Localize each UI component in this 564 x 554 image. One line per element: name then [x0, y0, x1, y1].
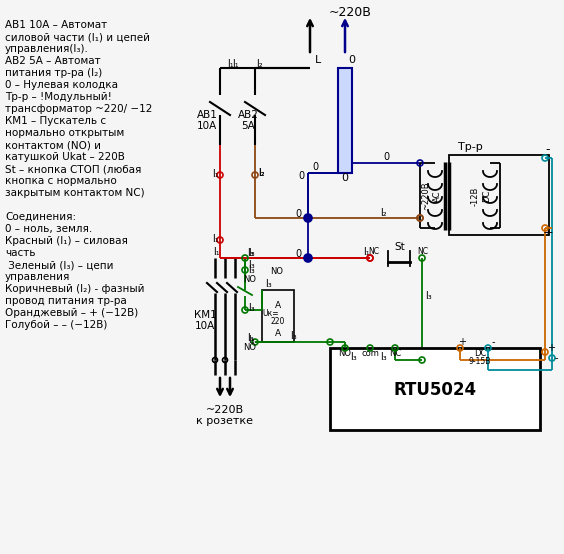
- Text: +: +: [547, 343, 555, 353]
- Text: l₃: l₃: [248, 248, 255, 258]
- Text: l₃: l₃: [290, 331, 297, 341]
- Text: AB1: AB1: [197, 110, 218, 120]
- Text: контактом (NO) и: контактом (NO) и: [5, 140, 101, 150]
- Text: l₁: l₁: [232, 59, 239, 69]
- Text: нормально открытым: нормально открытым: [5, 128, 124, 138]
- Text: Зеленый (l₃) – цепи: Зеленый (l₃) – цепи: [5, 260, 113, 270]
- Bar: [338, 68, 352, 173]
- Text: 0: 0: [312, 162, 318, 172]
- Text: NC: NC: [389, 348, 401, 357]
- Text: 5A: 5A: [241, 121, 255, 131]
- Text: NO: NO: [243, 343, 256, 352]
- Text: l₁: l₁: [213, 247, 219, 257]
- Text: управления: управления: [5, 272, 70, 282]
- Text: 0: 0: [348, 55, 355, 65]
- Text: -12В: -12В: [470, 186, 479, 206]
- Text: l₃: l₃: [248, 265, 255, 275]
- Text: NO: NO: [243, 275, 256, 285]
- Text: +: +: [543, 225, 553, 239]
- Text: +: +: [458, 337, 466, 347]
- Text: -: -: [546, 143, 550, 156]
- Text: 0: 0: [341, 173, 349, 183]
- Text: закрытым контактом NC): закрытым контактом NC): [5, 188, 144, 198]
- Text: 0 – Нулевая колодка: 0 – Нулевая колодка: [5, 80, 118, 90]
- Text: AB1 10A – Автомат: AB1 10A – Автомат: [5, 20, 107, 30]
- Bar: [330, 348, 540, 430]
- Text: ~220В: ~220В: [329, 6, 372, 18]
- Text: l₁: l₁: [227, 59, 233, 69]
- Text: кнопка с нормально: кнопка с нормально: [5, 176, 117, 186]
- Text: -: -: [492, 337, 496, 347]
- Text: l₃: l₃: [380, 352, 387, 362]
- Text: NO: NO: [270, 268, 283, 276]
- Text: NC: NC: [417, 248, 428, 257]
- Text: КМ1 – Пускатель с: КМ1 – Пускатель с: [5, 116, 106, 126]
- Text: l₂: l₂: [258, 168, 265, 178]
- Text: l₃: l₃: [248, 303, 255, 313]
- Text: l₃: l₃: [248, 335, 255, 345]
- Text: l₁: l₁: [363, 247, 369, 257]
- Text: l₃: l₃: [265, 279, 272, 289]
- Text: L: L: [315, 55, 321, 65]
- Text: l₃: l₃: [247, 248, 254, 258]
- Text: Тр-р – !Модульный!: Тр-р – !Модульный!: [5, 92, 112, 102]
- Text: ~220В: ~220В: [206, 405, 244, 415]
- Text: l₁: l₁: [212, 234, 219, 244]
- Text: Оранджевый – + (−12В): Оранджевый – + (−12В): [5, 308, 138, 318]
- Text: St – кнопка СТОП (любая: St – кнопка СТОП (любая: [5, 164, 142, 174]
- Text: St: St: [395, 242, 406, 252]
- Text: 10A: 10A: [195, 321, 215, 331]
- Text: ~220В: ~220В: [421, 182, 430, 211]
- Circle shape: [304, 214, 312, 222]
- Text: Голубой – – (−12В): Голубой – – (−12В): [5, 320, 107, 330]
- Text: NO: NO: [338, 348, 351, 357]
- Text: NC: NC: [368, 248, 379, 257]
- Text: DC: DC: [474, 348, 486, 357]
- Text: силовой части (l₁) и цепей: силовой части (l₁) и цепей: [5, 32, 150, 42]
- Text: 0: 0: [383, 152, 389, 162]
- Text: трансформатор ~220/ −12: трансформатор ~220/ −12: [5, 104, 152, 114]
- Text: КМ1: КМ1: [193, 310, 217, 320]
- Circle shape: [304, 254, 312, 262]
- Text: Красный (l₁) – силовая: Красный (l₁) – силовая: [5, 236, 128, 246]
- Bar: [262, 290, 294, 342]
- Text: Соединения:: Соединения:: [5, 212, 76, 222]
- Text: l₃: l₃: [425, 291, 432, 301]
- Text: Uк=: Uк=: [263, 310, 279, 319]
- Text: l₁: l₁: [212, 169, 219, 179]
- Text: l₂: l₂: [380, 208, 387, 218]
- Bar: [449, 155, 549, 235]
- Text: 9-15В: 9-15В: [469, 357, 491, 367]
- Text: Тр-р: Тр-р: [457, 142, 482, 152]
- Text: Коричневый (l₂) - фазный: Коричневый (l₂) - фазный: [5, 284, 144, 294]
- Text: к розетке: к розетке: [196, 416, 253, 426]
- Text: питания тр-ра (l₂): питания тр-ра (l₂): [5, 68, 102, 78]
- Text: l₂: l₂: [258, 168, 265, 178]
- Text: 0: 0: [295, 209, 301, 219]
- Text: DC: DC: [482, 190, 491, 202]
- Text: 10A: 10A: [197, 121, 217, 131]
- Text: катушкой Ukat – 220В: катушкой Ukat – 220В: [5, 152, 125, 162]
- Text: 0 – ноль, земля.: 0 – ноль, земля.: [5, 224, 92, 234]
- Text: RTU5024: RTU5024: [394, 381, 477, 399]
- Text: часть: часть: [5, 248, 36, 258]
- Text: управления(l₃).: управления(l₃).: [5, 44, 89, 54]
- Text: AC: AC: [433, 190, 442, 202]
- Text: A: A: [275, 300, 281, 310]
- Text: l₃: l₃: [350, 352, 357, 362]
- Text: l₃: l₃: [248, 260, 255, 270]
- Text: провод питания тр-ра: провод питания тр-ра: [5, 296, 127, 306]
- Text: 220: 220: [271, 317, 285, 326]
- Text: AB2: AB2: [237, 110, 258, 120]
- Text: A: A: [275, 329, 281, 337]
- Text: -: -: [555, 353, 558, 363]
- Text: 0: 0: [298, 171, 304, 181]
- Text: l₂: l₂: [255, 59, 262, 69]
- Text: 0: 0: [295, 249, 301, 259]
- Text: l₃: l₃: [247, 333, 254, 343]
- Text: AB2 5A – Автомат: AB2 5A – Автомат: [5, 56, 100, 66]
- Text: com: com: [361, 348, 379, 357]
